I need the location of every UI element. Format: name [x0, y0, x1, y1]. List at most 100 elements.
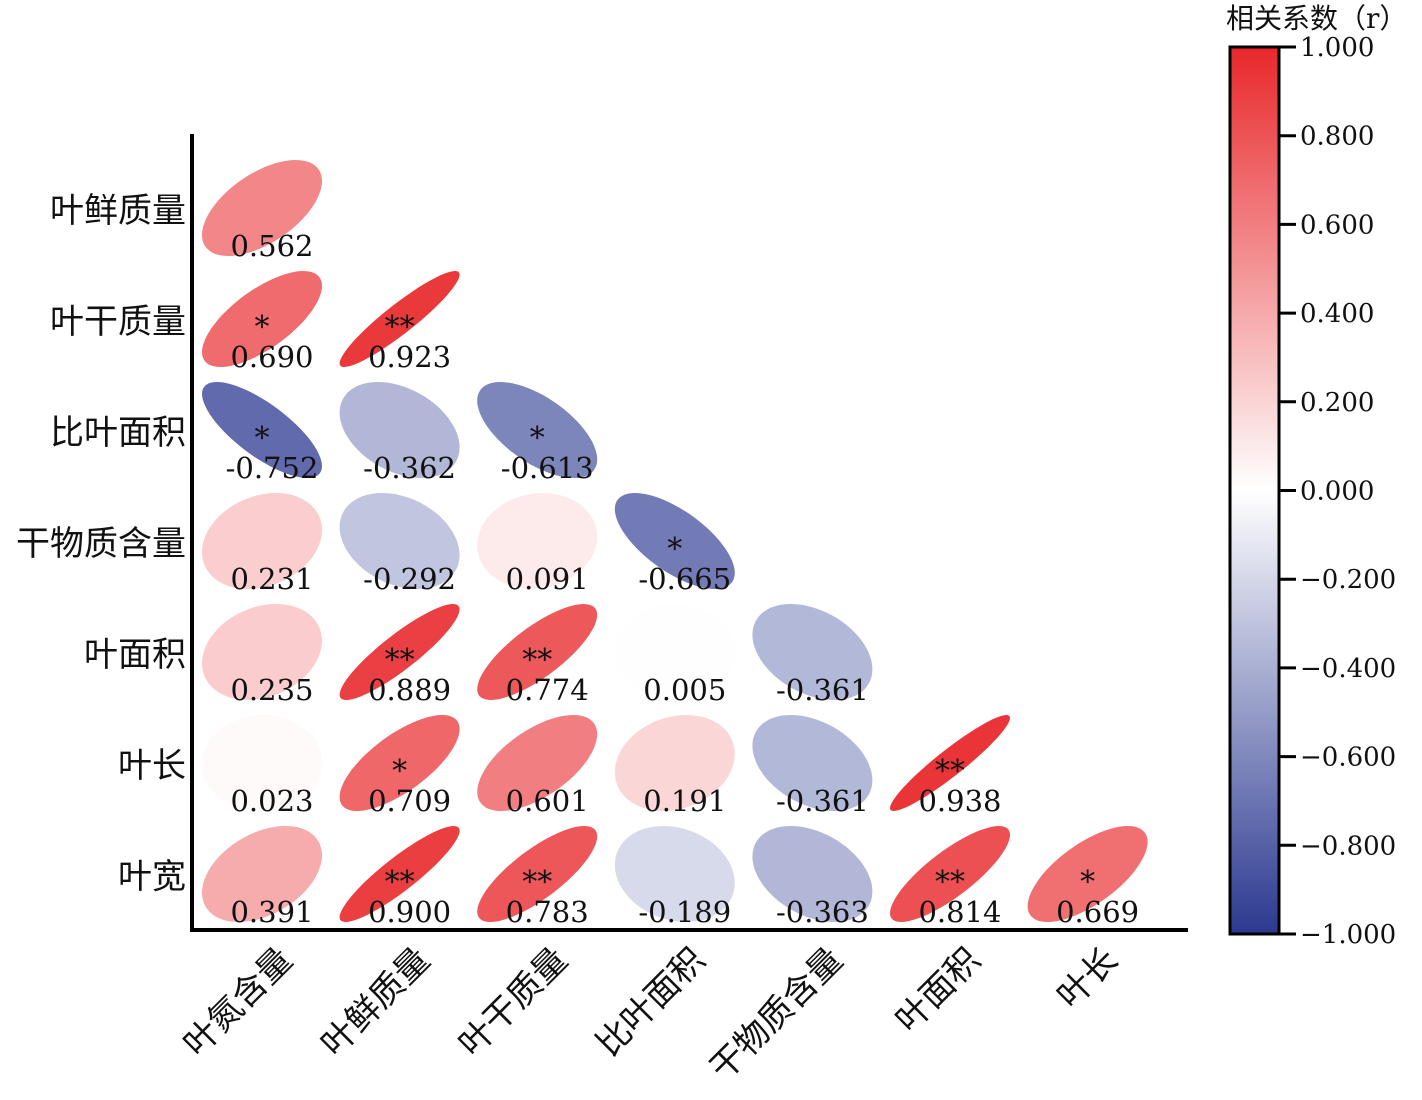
correlation-value-label: 0.923	[368, 340, 451, 374]
correlation-cell: -0.362	[339, 382, 460, 485]
correlation-ellipse	[614, 826, 735, 922]
significance-marker: **	[935, 754, 965, 789]
correlation-cell: 0.562	[202, 160, 322, 263]
correlation-cell: 0.231	[202, 493, 322, 596]
correlation-ellipse	[202, 160, 322, 256]
correlation-ellipse	[339, 604, 460, 700]
correlation-value-label: 0.231	[230, 562, 313, 596]
row-label: 叶宽	[118, 857, 186, 897]
correlation-value-label: 0.690	[230, 340, 313, 374]
correlation-ellipse	[339, 826, 460, 922]
colorbar-tick-label: 1.000	[1300, 33, 1374, 63]
significance-marker: **	[522, 865, 552, 900]
colorbar-tick-label: −0.600	[1300, 743, 1396, 773]
correlation-value-label: 0.601	[506, 784, 589, 818]
correlation-ellipse	[202, 271, 322, 367]
correlation-ellipse	[614, 493, 735, 589]
colorbar-tick-label: −0.200	[1300, 565, 1396, 595]
correlation-value-label: -0.362	[363, 451, 456, 485]
correlation-cell: **0.900	[339, 826, 460, 929]
row-label: 干物质含量	[16, 524, 186, 564]
colorbar: 相关系数（r） 1.000 0.800 0.600 0.400 0.200 0.000 −0…	[1226, 2, 1407, 950]
row-label: 叶长	[118, 746, 186, 786]
correlation-cell: 0.191	[614, 715, 735, 818]
correlation-value-label: 0.191	[643, 784, 726, 818]
correlation-ellipse	[339, 271, 460, 367]
significance-marker: *	[1080, 865, 1095, 900]
correlation-value-label: 0.562	[230, 229, 313, 263]
correlation-value-label: -0.665	[638, 562, 731, 596]
correlation-cell: **0.938	[890, 715, 1010, 818]
correlation-value-label: -0.189	[638, 895, 731, 929]
correlation-value-label: 0.235	[230, 673, 313, 707]
correlation-value-label: -0.361	[776, 784, 869, 818]
correlation-value-label: 0.709	[368, 784, 451, 818]
colorbar-gradient	[1228, 45, 1281, 936]
correlation-value-label: -0.752	[226, 451, 319, 485]
correlation-cell: -0.361	[752, 604, 873, 707]
correlation-cell: 0.091	[477, 493, 598, 596]
correlation-ellipse	[1027, 826, 1148, 922]
correlation-ellipse	[890, 715, 1010, 811]
significance-marker: *	[530, 421, 545, 456]
correlation-ellipse	[614, 604, 735, 700]
correlation-cell: -0.189	[614, 826, 735, 929]
correlation-ellipse	[477, 715, 598, 811]
correlation-ellipse	[339, 382, 460, 478]
column-label: 叶干质量	[451, 940, 575, 1064]
correlation-value-label: 0.889	[368, 673, 451, 707]
significance-marker: **	[385, 865, 415, 900]
correlation-cell: -0.361	[752, 715, 873, 818]
column-label: 干物质含量	[702, 940, 850, 1088]
correlation-cell: **0.889	[339, 604, 460, 707]
correlation-ellipse	[477, 382, 598, 478]
correlation-cell: **0.774	[477, 604, 598, 707]
correlation-cell: *-0.613	[477, 382, 598, 485]
correlation-value-label: -0.361	[776, 673, 869, 707]
significance-marker: **	[385, 643, 415, 678]
colorbar-tick-label: 0.800	[1300, 122, 1374, 152]
correlation-value-label: -0.613	[501, 451, 594, 485]
column-label: 比叶面积	[589, 940, 713, 1064]
correlation-ellipse	[477, 493, 598, 589]
correlation-cell: *-0.665	[614, 493, 735, 596]
correlation-cell: -0.363	[752, 826, 873, 929]
correlation-ellipse	[752, 715, 873, 811]
row-label: 比叶面积	[50, 413, 186, 453]
correlation-cell: *0.669	[1027, 826, 1148, 929]
colorbar-title: 相关系数（r）	[1226, 2, 1407, 35]
correlation-cell: *-0.752	[202, 382, 322, 485]
significance-marker: **	[522, 643, 552, 678]
correlation-ellipse	[202, 382, 322, 478]
correlation-value-label: 0.938	[918, 784, 1001, 818]
significance-marker: *	[255, 421, 270, 456]
significance-marker: *	[667, 532, 682, 567]
correlation-ellipse	[202, 715, 322, 811]
correlation-cell: 0.391	[202, 826, 322, 929]
correlation-value-label: 0.023	[230, 784, 313, 818]
correlation-value-label: 0.814	[918, 895, 1001, 929]
row-label: 叶面积	[84, 635, 186, 675]
correlation-cell: *0.709	[339, 715, 460, 818]
correlation-cell: 0.601	[477, 715, 598, 818]
correlation-cell: -0.292	[339, 493, 460, 596]
significance-marker: *	[392, 754, 407, 789]
correlation-ellipse	[752, 604, 873, 700]
correlation-value-label: 0.783	[506, 895, 589, 929]
correlation-cell: 0.005	[614, 604, 735, 707]
colorbar-tick-label: −0.800	[1300, 831, 1396, 861]
colorbar-tick-label: 0.200	[1300, 388, 1374, 418]
correlation-ellipse	[614, 715, 735, 811]
column-label: 叶长	[1050, 940, 1126, 1016]
colorbar-tick-label: 0.400	[1300, 299, 1374, 329]
column-label: 叶面积	[888, 940, 988, 1040]
correlation-ellipse	[339, 715, 460, 811]
column-label: 叶鲜质量	[314, 940, 438, 1064]
correlation-value-label: 0.900	[368, 895, 451, 929]
significance-marker: *	[255, 310, 270, 345]
column-label: 叶氮含量	[176, 940, 300, 1064]
correlation-ellipse	[477, 604, 598, 700]
